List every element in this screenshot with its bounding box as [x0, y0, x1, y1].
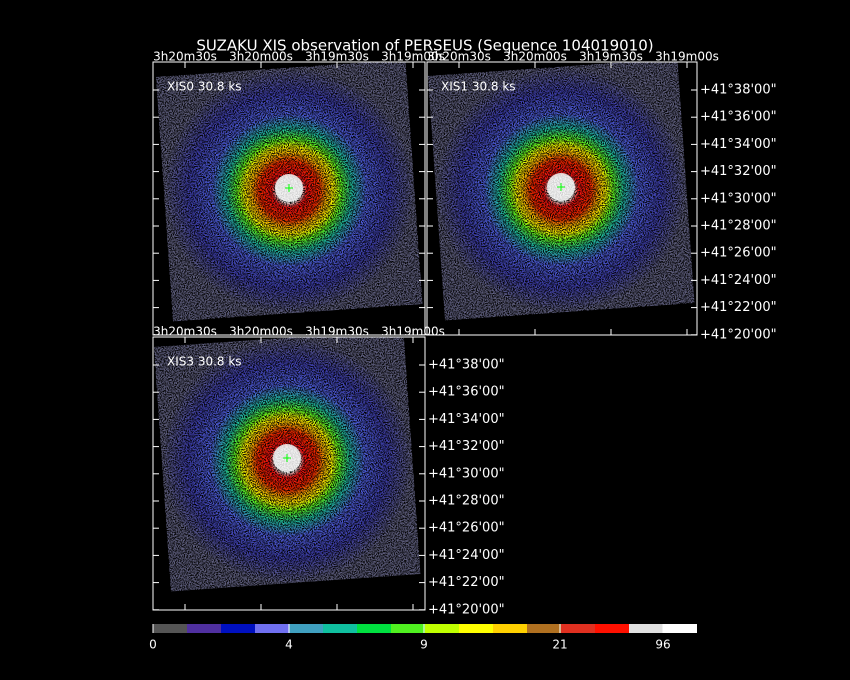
dec-tick-label: +41°24'00" [700, 273, 777, 288]
colorbar-segment [221, 624, 255, 633]
colorbar-segment [391, 624, 425, 633]
ra-tick-label: 3h20m30s [153, 325, 217, 339]
panel: XIS1 30.8 ks 3h20m30s 3h20m00s 3h19m30s 3h19… [426, 50, 777, 342]
center-cross [557, 183, 565, 191]
dec-tick-label: +41°36'00" [428, 385, 505, 400]
dec-tick-label: +41°38'00" [428, 358, 505, 373]
dec-tick-label: +41°20'00" [428, 602, 505, 617]
colorbar-tick-label: 4 [285, 638, 293, 652]
colorbar: 0 4 9 21 96 [149, 624, 697, 652]
colorbar-segment [425, 624, 459, 633]
colorbar-tick-label: 21 [552, 638, 567, 652]
panel-label: XIS3 30.8 ks [167, 355, 242, 369]
ra-tick-label: 3h20m00s [229, 50, 293, 64]
ra-tick-label: 3h20m30s [153, 50, 217, 64]
ra-tick-label: 3h19m30s [305, 50, 369, 64]
dec-tick-label: +41°32'00" [700, 164, 777, 179]
colorbar-segment [187, 624, 221, 633]
ra-tick-label: 3h20m30s [427, 50, 491, 64]
dec-tick-label: +41°30'00" [700, 191, 777, 206]
colorbar-segment [459, 624, 493, 633]
dec-tick-label: +41°36'00" [700, 110, 777, 125]
colorbar-segment [289, 624, 323, 633]
dec-tick-label: +41°38'00" [700, 83, 777, 98]
dec-tick-label: +41°34'00" [428, 412, 505, 427]
dec-tick-label: +41°22'00" [700, 300, 777, 315]
ra-tick-label: 3h19m00s [655, 50, 719, 64]
ra-tick-label: 3h19m30s [305, 325, 369, 339]
dec-tick-label: +41°24'00" [428, 548, 505, 563]
center-cross [285, 184, 293, 192]
dec-tick-label: +41°26'00" [428, 521, 505, 536]
dec-tick-label: +41°32'00" [428, 439, 505, 454]
dec-tick-label: +41°22'00" [428, 575, 505, 590]
colorbar-segment [663, 624, 697, 633]
ra-tick-label: 3h19m00s [381, 50, 445, 64]
title: SUZAKU XIS observation of PERSEUS (Seque… [196, 37, 653, 55]
colorbar-segment [493, 624, 527, 633]
dec-tick-label: +41°28'00" [700, 219, 777, 234]
colorbar-segment [323, 624, 357, 633]
panels: XIS0 30.8 ks 3h20m30s 3h20m00s 3h19m30s 3h19… [152, 50, 777, 617]
dec-tick-label: +41°20'00" [700, 327, 777, 342]
colorbar-segment [561, 624, 595, 633]
colorbar-segment [595, 624, 629, 633]
colorbar-segment [255, 624, 289, 633]
colorbar-tick-label: 9 [420, 638, 428, 652]
ra-tick-label: 3h20m00s [229, 325, 293, 339]
panel: XIS3 30.8 ks 3h20m30s 3h20m00s 3h19m30s 3h19… [152, 325, 505, 617]
dec-tick-label: +41°30'00" [428, 466, 505, 481]
panel: XIS0 30.8 ks 3h20m30s 3h20m00s 3h19m30s 3h19… [152, 50, 445, 336]
panel-label: XIS1 30.8 ks [441, 80, 516, 94]
colorbar-segment [357, 624, 391, 633]
colorbar-segment [153, 624, 187, 633]
colorbar-segment [527, 624, 561, 633]
dec-tick-label: +41°28'00" [428, 494, 505, 509]
ra-tick-label: 3h19m00s [381, 325, 445, 339]
ra-tick-label: 3h20m00s [503, 50, 567, 64]
colorbar-tick-label: 96 [655, 638, 670, 652]
dec-tick-label: +41°34'00" [700, 137, 777, 152]
center-cross [283, 454, 291, 462]
colorbar-segment [629, 624, 663, 633]
panel-label: XIS0 30.8 ks [167, 80, 242, 94]
colorbar-tick-label: 0 [149, 638, 157, 652]
dec-tick-label: +41°26'00" [700, 246, 777, 261]
ra-tick-label: 3h19m30s [579, 50, 643, 64]
